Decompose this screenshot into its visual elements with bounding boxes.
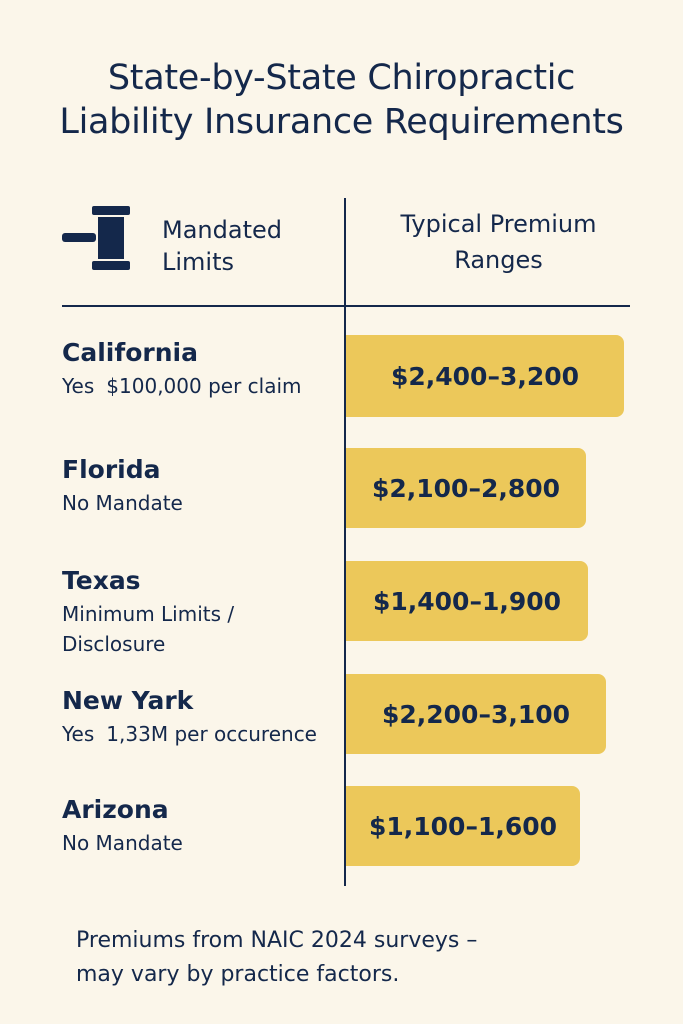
state-name: California [62, 338, 198, 367]
state-row-california: California Yes $100,000 per claim [62, 337, 302, 401]
state-name: Arizona [62, 795, 169, 824]
state-name: New Yark [62, 686, 194, 715]
state-row-arizona: Arizona No Mandate [62, 794, 183, 858]
premium-bar-new-yark: $2,200–3,100 [346, 674, 606, 754]
state-requirement: Yes $100,000 per claim [62, 374, 302, 398]
state-row-texas: Texas Minimum Limits / Disclosure [62, 565, 234, 659]
page-title: State-by-State Chiropractic Liability In… [0, 56, 683, 144]
header-divider [62, 305, 630, 307]
state-name: Florida [62, 455, 161, 484]
premium-bar-arizona: $1,100–1,600 [346, 786, 580, 866]
state-name: Texas [62, 566, 141, 595]
premium-bar-florida: $2,100–2,800 [346, 448, 586, 528]
state-requirement: No Mandate [62, 491, 183, 515]
state-requirement: No Mandate [62, 831, 183, 855]
state-requirement: Minimum Limits / Disclosure [62, 602, 235, 656]
premium-ranges-header: Typical Premium Ranges [400, 210, 597, 274]
premium-bar-texas: $1,400–1,900 [346, 561, 588, 641]
footnote: Premiums from NAIC 2024 surveys – may va… [76, 928, 478, 987]
title-line-2: Liability Insurance Requirements [59, 102, 624, 142]
title-line-1: State-by-State Chiropractic [107, 58, 576, 98]
premium-bar-california: $2,400–3,200 [346, 335, 624, 417]
state-requirement: Yes 1,33M per occurence [62, 722, 317, 746]
gavel-icon [62, 206, 130, 270]
state-row-florida: Florida No Mandate [62, 454, 183, 518]
state-row-new-yark: New Yark Yes 1,33M per occurence [62, 685, 317, 749]
mandated-limits-header: Mandated Limits [162, 216, 282, 276]
column-divider [344, 198, 346, 886]
